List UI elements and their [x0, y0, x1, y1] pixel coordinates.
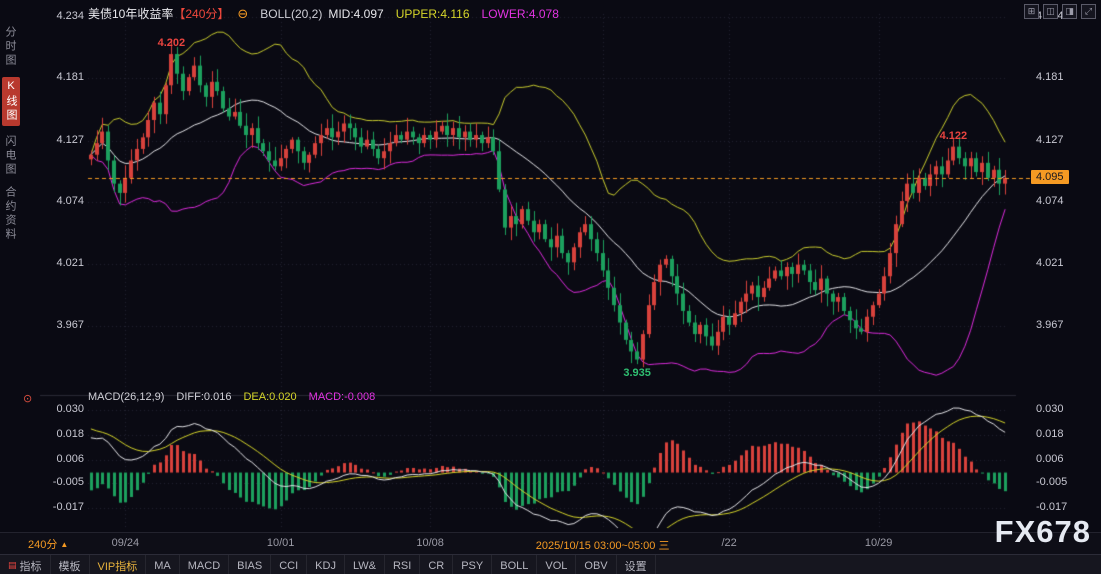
toolbar-item-bias[interactable]: BIAS — [229, 555, 272, 574]
toolbar-item-cr[interactable]: CR — [420, 555, 454, 574]
layout-right-icon[interactable]: ◨ — [1062, 4, 1077, 19]
period-tag[interactable]: 【240分】 — [173, 7, 230, 21]
toolbar-item-cci[interactable]: CCI — [271, 555, 308, 574]
period-selector[interactable]: 240分 ▲ — [28, 536, 68, 552]
toolbar-item-label: CR — [428, 559, 445, 572]
toolbar-item-label: 设置 — [624, 560, 647, 573]
toolbar-item-label: KDJ — [315, 559, 336, 572]
boll-lower-value: LOWER:4.078 — [481, 6, 559, 21]
toolbar-item-label: 模板 — [58, 560, 81, 573]
period-label: 240分 — [28, 539, 58, 551]
toolbar-item-label: RSI — [392, 559, 412, 572]
sidebar-item-lightning-chart[interactable]: 闪电图 — [4, 135, 16, 177]
toolbar-item-psy[interactable]: PSY — [453, 555, 493, 574]
boll-label[interactable]: BOLL(20,2) — [260, 6, 323, 21]
layout-grid-icon[interactable]: ⊞ — [1024, 4, 1039, 19]
dropdown-arrow-icon: ▲ — [60, 539, 69, 549]
indicator-dot-icon[interactable]: ⊙ — [23, 393, 33, 405]
macd-macd-value: MACD:-0.008 — [308, 391, 376, 403]
toolbar-item-rsi[interactable]: RSI — [385, 555, 421, 574]
macd-label[interactable]: MACD(26,12,9) — [88, 391, 165, 403]
layout-left-icon[interactable]: ◫ — [1043, 4, 1058, 19]
toolbar-item-label: OBV — [584, 559, 608, 572]
toolbar-item-macd[interactable]: MACD — [180, 555, 230, 574]
fx678-watermark: FX678 — [994, 514, 1091, 549]
toolbar-item-label: 指标 — [19, 560, 42, 573]
sidebar-item-contract-info[interactable]: 合约资料 — [4, 186, 16, 242]
left-sidebar: 分时图 K线图 闪电图 合约资料 — [2, 26, 20, 242]
toolbar-item-template[interactable]: 模板 — [51, 555, 90, 574]
toolbar-item-label: BOLL — [500, 559, 529, 572]
toolbar-item-label: MACD — [187, 559, 221, 572]
toolbar-item-boll[interactable]: BOLL — [492, 555, 538, 574]
toolbar-item-obv[interactable]: OBV — [576, 555, 617, 574]
macd-dea-value: DEA:0.020 — [243, 391, 297, 403]
toolbar-item-label: VOL — [545, 559, 568, 572]
expand-icon[interactable]: ⤢ — [1081, 4, 1096, 19]
toolbar-item-indicator[interactable]: ▤ 指标 — [0, 555, 51, 574]
toolbar-item-ma[interactable]: MA — [146, 555, 180, 574]
collapse-icon[interactable]: ⊖ — [237, 5, 249, 21]
macd-header: MACD(26,12,9) DIFF:0.016 DEA:0.020 MACD:… — [88, 391, 375, 403]
toolbar-item-label: BIAS — [237, 559, 263, 572]
top-bar: 美债10年收益率 【240分】 ⊖ BOLL(20,2) MID:4.097 U… — [88, 5, 559, 22]
boll-upper-value: UPPER:4.116 — [395, 6, 470, 21]
toolbar-item-label: PSY — [461, 559, 484, 572]
chart-title: 美债10年收益率 — [88, 7, 174, 21]
window-controls: ⊞ ◫ ◨ ⤢ — [1024, 4, 1096, 19]
xaxis-strip — [0, 532, 1101, 555]
toolbar-item-label: MA — [154, 559, 171, 572]
bottom-toolbar: ▤ 指标 模板 VIP指标 MA MACD BIAS CCI KDJ LW& RS… — [0, 554, 1101, 574]
toolbar-item-kdj[interactable]: KDJ — [307, 555, 345, 574]
toolbar-item-settings[interactable]: 设置 — [617, 555, 656, 574]
indicator-list-icon: ▤ — [8, 560, 17, 570]
toolbar-item-label: LW& — [352, 559, 376, 572]
sidebar-item-kline-chart[interactable]: K线图 — [2, 77, 20, 126]
toolbar-item-vol[interactable]: VOL — [537, 555, 577, 574]
macd-diff-value: DIFF:0.016 — [176, 391, 232, 403]
boll-mid-value: MID:4.097 — [328, 6, 384, 21]
toolbar-item-lwr[interactable]: LW& — [345, 555, 385, 574]
sidebar-item-time-chart[interactable]: 分时图 — [4, 26, 16, 68]
toolbar-item-label: CCI — [279, 559, 299, 572]
toolbar-item-label: VIP指标 — [97, 560, 138, 573]
toolbar-item-vip-indicator[interactable]: VIP指标 — [90, 555, 147, 574]
